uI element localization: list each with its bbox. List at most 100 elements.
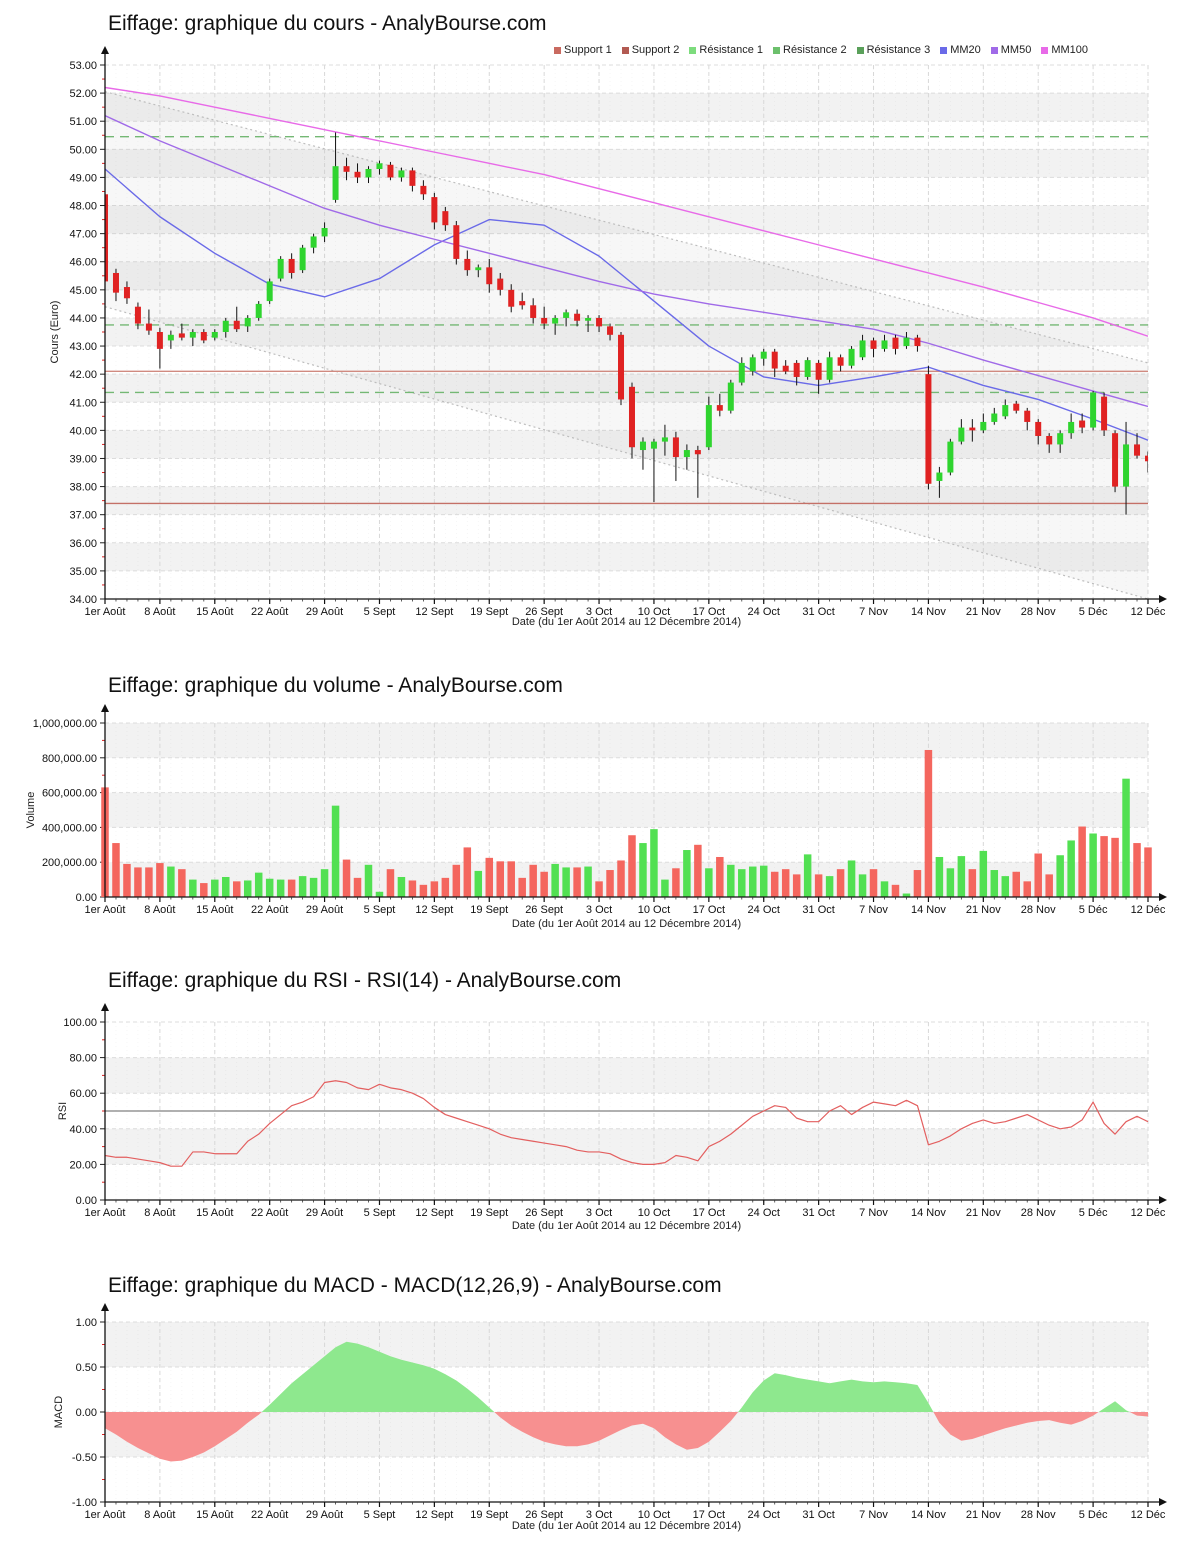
- svg-text:19 Sept: 19 Sept: [470, 1207, 508, 1219]
- svg-text:31 Oct: 31 Oct: [802, 904, 834, 916]
- svg-text:-1.00: -1.00: [72, 1497, 97, 1509]
- svg-text:20.00: 20.00: [69, 1159, 97, 1171]
- svg-text:60.00: 60.00: [69, 1088, 97, 1100]
- svg-text:19 Sept: 19 Sept: [470, 1509, 508, 1521]
- legend-item-label: Support 1: [564, 44, 612, 56]
- svg-text:5 Sept: 5 Sept: [364, 606, 396, 618]
- svg-text:47.00: 47.00: [69, 229, 97, 241]
- svg-text:0.00: 0.00: [76, 1195, 97, 1207]
- legend-item-support-1: Support 1: [554, 44, 612, 56]
- svg-text:26 Sept: 26 Sept: [525, 904, 563, 916]
- svg-text:43.00: 43.00: [69, 341, 97, 353]
- legend-item-label: Résistance 1: [699, 44, 763, 56]
- svg-text:38.00: 38.00: [69, 482, 97, 494]
- svg-text:1er Août: 1er Août: [85, 904, 126, 916]
- legend-swatch-icon: [773, 46, 780, 54]
- legend-item-mm100: MM100: [1041, 44, 1088, 56]
- svg-text:5 Déc: 5 Déc: [1079, 904, 1108, 916]
- svg-text:7 Nov: 7 Nov: [859, 1509, 888, 1521]
- svg-text:34.00: 34.00: [69, 594, 97, 606]
- svg-text:5 Sept: 5 Sept: [364, 904, 396, 916]
- svg-text:0.00: 0.00: [76, 892, 97, 904]
- svg-text:29 Août: 29 Août: [306, 1509, 343, 1521]
- legend-swatch-icon: [856, 46, 864, 54]
- legend-item-label: MM100: [1051, 44, 1088, 56]
- legend-item-label: MM50: [1000, 44, 1032, 56]
- svg-text:52.00: 52.00: [69, 88, 97, 100]
- svg-text:10 Oct: 10 Oct: [638, 904, 670, 916]
- svg-text:19 Sept: 19 Sept: [470, 904, 508, 916]
- price-x-axis-label: Date (du 1er Août 2014 au 12 Décembre 20…: [511, 616, 742, 628]
- svg-text:5 Déc: 5 Déc: [1079, 606, 1108, 618]
- svg-text:5 Déc: 5 Déc: [1079, 1207, 1108, 1219]
- svg-text:37.00: 37.00: [69, 510, 97, 522]
- svg-text:10 Oct: 10 Oct: [638, 1509, 670, 1521]
- volume-x-axis-label: Date (du 1er Août 2014 au 12 Décembre 20…: [511, 918, 742, 930]
- svg-text:22 Août: 22 Août: [251, 606, 288, 618]
- svg-text:12 Déc: 12 Déc: [1131, 1509, 1166, 1521]
- svg-text:41.00: 41.00: [69, 397, 97, 409]
- svg-text:5 Sept: 5 Sept: [364, 1207, 396, 1219]
- svg-text:24 Oct: 24 Oct: [748, 606, 780, 618]
- svg-text:8 Août: 8 Août: [144, 1207, 175, 1219]
- svg-text:1,000,000.00: 1,000,000.00: [33, 718, 97, 730]
- svg-text:22 Août: 22 Août: [251, 1509, 288, 1521]
- svg-text:8 Août: 8 Août: [144, 606, 175, 618]
- svg-text:21 Nov: 21 Nov: [966, 1509, 1001, 1521]
- svg-text:3 Oct: 3 Oct: [586, 1509, 612, 1521]
- svg-text:21 Nov: 21 Nov: [966, 1207, 1001, 1219]
- svg-text:3 Oct: 3 Oct: [586, 1207, 612, 1219]
- svg-text:14 Nov: 14 Nov: [911, 1207, 946, 1219]
- svg-text:29 Août: 29 Août: [306, 904, 343, 916]
- svg-text:-0.50: -0.50: [72, 1452, 97, 1464]
- svg-text:12 Déc: 12 Déc: [1131, 606, 1166, 618]
- svg-text:14 Nov: 14 Nov: [911, 904, 946, 916]
- svg-text:40.00: 40.00: [69, 425, 97, 437]
- svg-text:100.00: 100.00: [63, 1017, 97, 1029]
- svg-text:24 Oct: 24 Oct: [748, 1207, 780, 1219]
- svg-text:53.00: 53.00: [69, 60, 97, 72]
- legend-swatch-icon: [621, 46, 629, 54]
- svg-text:17 Oct: 17 Oct: [693, 606, 725, 618]
- svg-text:12 Sept: 12 Sept: [415, 1509, 453, 1521]
- svg-text:28 Nov: 28 Nov: [1021, 606, 1056, 618]
- svg-text:36.00: 36.00: [69, 538, 97, 550]
- svg-text:12 Déc: 12 Déc: [1131, 1207, 1166, 1219]
- svg-text:26 Sept: 26 Sept: [525, 606, 563, 618]
- svg-text:17 Oct: 17 Oct: [693, 1207, 725, 1219]
- svg-text:22 Août: 22 Août: [251, 1207, 288, 1219]
- legend-item-label: MM20: [950, 44, 981, 56]
- volume-chart-title: Eiffage: graphique du volume - AnalyBour…: [108, 674, 563, 697]
- legend-item-label: Résistance 3: [866, 44, 931, 56]
- svg-text:5 Déc: 5 Déc: [1079, 1509, 1108, 1521]
- svg-text:400,000.00: 400,000.00: [42, 822, 97, 834]
- svg-text:80.00: 80.00: [69, 1053, 97, 1065]
- svg-text:12 Déc: 12 Déc: [1131, 904, 1166, 916]
- svg-text:51.00: 51.00: [69, 116, 97, 128]
- svg-text:10 Oct: 10 Oct: [638, 1207, 670, 1219]
- svg-text:24 Oct: 24 Oct: [748, 904, 780, 916]
- svg-text:8 Août: 8 Août: [144, 1509, 175, 1521]
- svg-text:31 Oct: 31 Oct: [802, 1207, 834, 1219]
- svg-text:39.00: 39.00: [69, 453, 97, 465]
- rsi-x-axis-label: Date (du 1er Août 2014 au 12 Décembre 20…: [511, 1220, 742, 1232]
- svg-text:28 Nov: 28 Nov: [1021, 1207, 1056, 1219]
- svg-text:50.00: 50.00: [69, 144, 97, 156]
- svg-text:40.00: 40.00: [69, 1124, 97, 1136]
- svg-text:3 Oct: 3 Oct: [586, 606, 612, 618]
- price-chart-title: Eiffage: graphique du cours - AnalyBours…: [108, 12, 547, 35]
- legend-item-r-sistance-3: Résistance 3: [856, 44, 931, 56]
- svg-text:7 Nov: 7 Nov: [859, 606, 888, 618]
- macd-chart-title: Eiffage: graphique du MACD - MACD(12,26,…: [108, 1274, 722, 1297]
- svg-text:12 Sept: 12 Sept: [415, 904, 453, 916]
- svg-text:44.00: 44.00: [69, 313, 97, 325]
- svg-text:17 Oct: 17 Oct: [693, 904, 725, 916]
- svg-text:26 Sept: 26 Sept: [525, 1509, 563, 1521]
- svg-text:28 Nov: 28 Nov: [1021, 904, 1056, 916]
- svg-text:12 Sept: 12 Sept: [415, 606, 453, 618]
- svg-text:12 Sept: 12 Sept: [415, 1207, 453, 1219]
- svg-text:3 Oct: 3 Oct: [586, 904, 612, 916]
- legend-item-mm50: MM50: [990, 44, 1032, 56]
- legend-swatch-icon: [689, 46, 697, 54]
